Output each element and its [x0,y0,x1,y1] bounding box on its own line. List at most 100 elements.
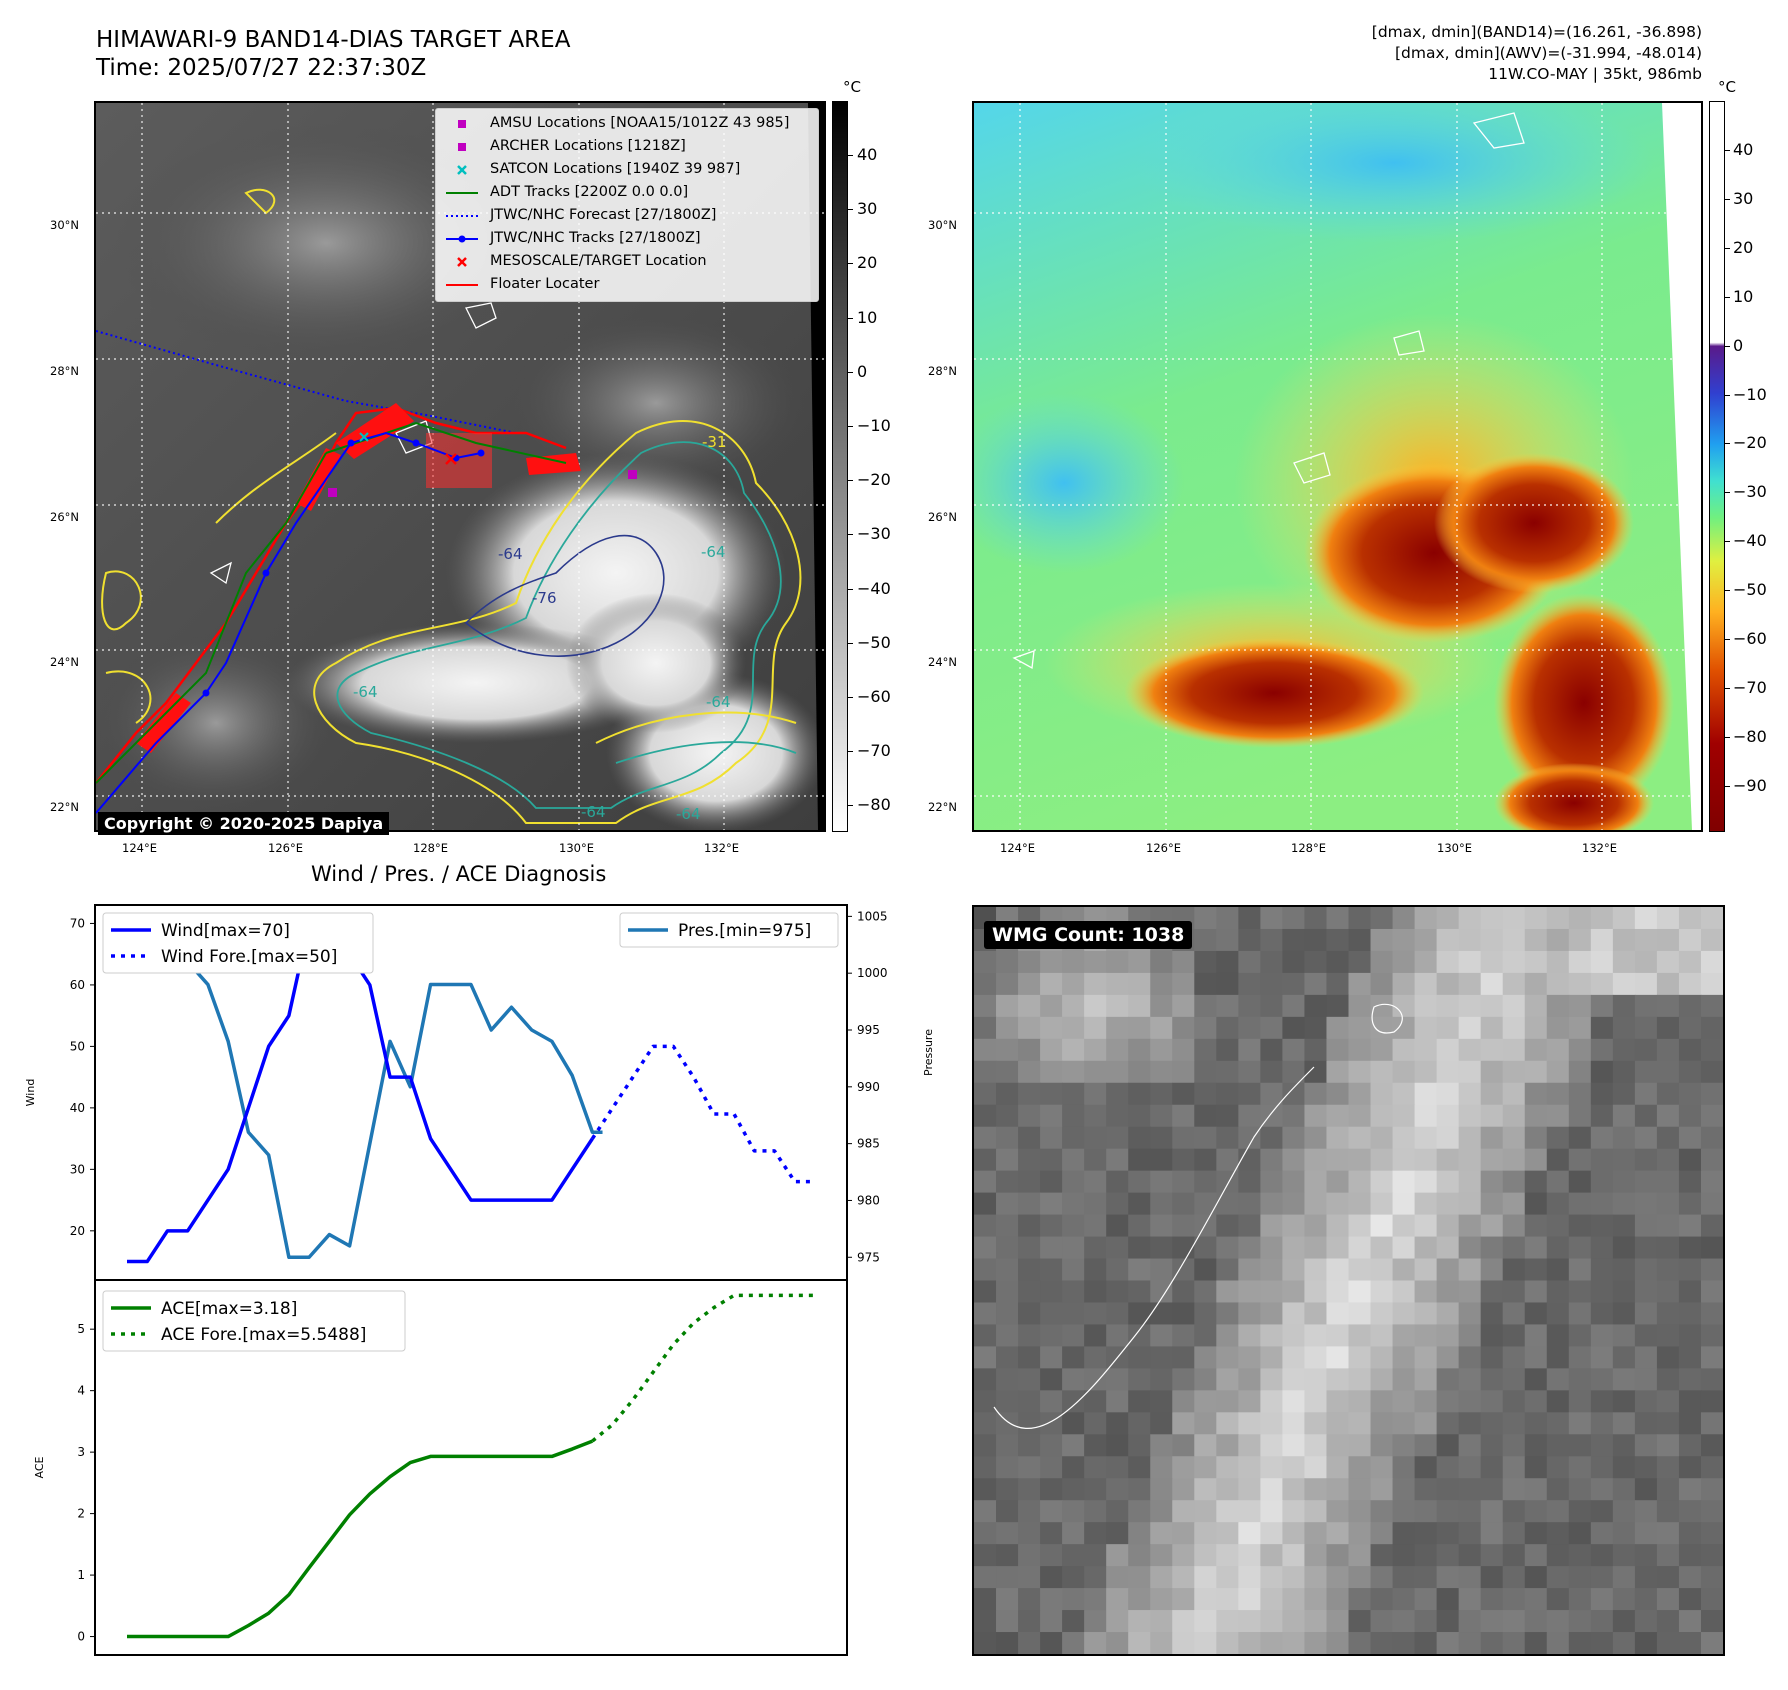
ir-colorbar-tick: −70 [857,741,891,761]
contour-label: -76 [532,589,557,607]
pressure-tick-label: 975 [857,1250,880,1264]
ir-lat-label: 26°N [50,510,79,524]
ir-colorbar-tickmark [848,209,853,211]
pressure-tick-label: 985 [857,1137,880,1151]
color-colorbar-tick: 30 [1733,188,1754,208]
color-lon-label: 132°E [1582,841,1617,855]
color-colorbar-tick: −10 [1733,384,1767,404]
color-colorbar-tickmark [1725,541,1730,543]
color-colorbar-tick: −70 [1733,677,1767,697]
color-colorbar-tickmark [1725,590,1730,592]
ir-map-legend: AMSU Locations [NOAA15/1012Z 43 985] ARCH… [435,108,819,302]
color-colorbar-tick: −30 [1733,482,1767,502]
color-colorbar-tickmark [1725,198,1730,200]
legend-entry: SATCON Locations [1940Z 39 987] [436,159,818,181]
ir-colorbar-tick: 10 [857,307,878,327]
stats-block: [dmax, dmin](BAND14)=(16.261, -36.898) [… [1372,22,1702,85]
ir-map-panel: -31 -64 -76 -64 -64 -64 -64 -64 AMSU Loc… [94,101,826,832]
wind-axis-label: Wind [24,1079,37,1107]
legend-label: ACE[max=3.18] [161,1299,297,1319]
pressure-tick-label: 990 [857,1080,880,1094]
color-lon-label: 130°E [1437,841,1472,855]
pressure-tick-label: 1000 [857,966,888,980]
ace-tick-label: 4 [77,1384,85,1398]
ir-colorbar-tickmark [848,426,853,427]
ir-lon-label: 128°E [413,841,448,855]
ace-tick-label: 3 [77,1445,85,1459]
color-colorbar-tickmark [1725,150,1730,151]
color-colorbar-tickmark [1725,345,1730,347]
color-lat-label: 30°N [928,218,957,232]
color-colorbar-tickmark [1725,247,1730,249]
ir-lon-label: 124°E [122,841,157,855]
color-colorbar-tickmark [1725,394,1730,396]
color-lon-label: 128°E [1291,841,1326,855]
ir-colorbar-unit: °C [843,78,861,96]
wmg-coastline [1371,1003,1403,1034]
pressure-tick-label: 995 [857,1023,880,1037]
color-lat-label: 28°N [928,364,957,378]
ir-colorbar-tick: −40 [857,578,891,598]
pressure-series-line [127,914,603,1260]
legend-label: JTWC/NHC Tracks [27/1800Z] [490,230,701,246]
ir-colorbar-tick: 30 [857,199,878,219]
lower-axes-frame [94,1279,848,1656]
ir-colorbar-tickmark [848,642,853,644]
ir-colorbar-tick: −60 [857,687,891,706]
color-colorbar-tick: 40 [1733,140,1754,159]
color-colorbar-tick: −50 [1733,580,1767,600]
stats-line-2: [dmax, dmin](AWV)=(-31.994, -48.014) [1395,44,1702,62]
ace-axis-label: ACE [33,1456,46,1478]
diagnosis-chart: 20 30 40 50 60 70 975 980 985 990 995 1000 1005 0 1 2 3 4… [24,904,935,1656]
legend-entry: ADT Tracks [2200Z 0.0 0.0] [436,182,818,204]
contour-label: -64 [706,693,731,711]
legend-entry: MESOSCALE/TARGET Location [436,251,818,273]
legend-entry: Floater Locater [436,274,818,296]
ir-colorbar-tickmark [848,534,853,536]
color-map-panel [972,101,1703,832]
wind-forecast-series-line [590,1044,815,1184]
pressure-tick-label: 980 [857,1193,880,1207]
ir-colorbar-tickmark [848,805,853,807]
wmg-pixel-grid [974,907,1723,1654]
ace-forecast-series-line [591,1293,815,1443]
wind-tick-label: 70 [70,916,85,930]
color-colorbar-tickmark [1725,736,1730,738]
legend-label: ACE Fore.[max=5.5488] [161,1325,366,1345]
ir-lon-label: 132°E [704,841,739,855]
ir-colorbar-tickmark [848,480,853,482]
legend-label: Wind[max=70] [161,921,290,941]
color-colorbar-tickmark [1725,785,1730,787]
wind-tick-label: 30 [70,1162,85,1176]
color-lat-label: 22°N [928,800,957,814]
ir-colorbar-tickmark [848,155,853,156]
color-colorbar-tickmark [1725,687,1730,689]
ir-colorbar-tick: −20 [857,470,891,490]
ir-colorbar-tick: −50 [857,632,891,652]
wind-tick-label: 50 [70,1039,85,1053]
legend-symbol [446,284,478,286]
contour-label: -64 [353,683,378,701]
ace-tick-label: 5 [77,1322,85,1336]
ir-colorbar-tick: −10 [857,416,891,435]
ir-lat-label: 28°N [50,364,79,378]
legend-symbol [446,215,478,217]
legend-frame [102,912,374,974]
color-colorbar-tickmark [1725,296,1730,298]
ir-colorbar-tick: 0 [857,361,868,381]
wmg-image [974,907,1723,1654]
legend-frame [619,912,839,948]
wmg-coastline [993,1066,1315,1430]
legend-label: SATCON Locations [1940Z 39 987] [490,161,741,177]
wmg-panel: WMG Count: 1038 [972,905,1725,1656]
color-colorbar-tickmark [1725,639,1730,640]
legend-symbol [458,120,466,128]
legend-label: Pres.[min=975] [678,921,811,941]
color-colorbar-tick: −80 [1733,726,1767,746]
pressure-legend: Pres.[min=975] [619,912,839,948]
contour-label: -31 [702,433,727,451]
color-lat-label: 24°N [928,655,957,669]
legend-symbol [457,257,467,267]
wind-legend: Wind[max=70] Wind Fore.[max=50] [102,912,374,974]
contour-label: -64 [498,545,523,563]
